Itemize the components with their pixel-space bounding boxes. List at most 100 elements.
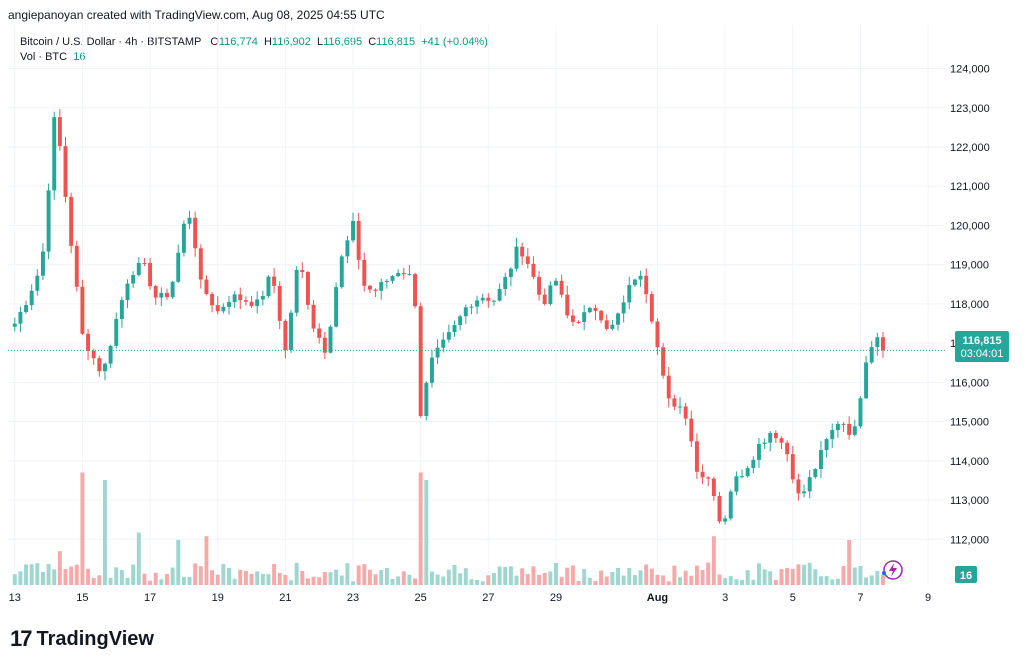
candle-body — [142, 263, 147, 265]
y-tick-label: 121,000 — [950, 181, 990, 193]
candle-body — [576, 321, 581, 323]
candle-body — [255, 299, 260, 307]
volume-badge-value: 16 — [960, 570, 972, 582]
volume-bar — [142, 573, 147, 585]
volume-bar — [69, 566, 74, 585]
volume-bar — [875, 570, 880, 585]
candle-body — [756, 443, 761, 460]
volume-label[interactable]: Vol · BTC — [20, 51, 68, 63]
volume-bar — [74, 564, 79, 585]
volume-bar — [452, 565, 457, 585]
x-tick-label: 13 — [9, 592, 21, 604]
candle-body — [649, 294, 654, 322]
volume-bar — [18, 571, 23, 585]
candle-body — [407, 274, 412, 276]
volume-bar — [413, 578, 418, 585]
candle-body — [125, 283, 130, 301]
candle-body — [847, 423, 852, 435]
candle-body — [277, 285, 282, 321]
volume-bar — [97, 575, 102, 585]
candle-body — [751, 459, 756, 469]
volume-bar — [525, 574, 530, 585]
volume-bar — [159, 579, 164, 585]
volume-bar — [706, 562, 711, 585]
candle-body — [181, 223, 186, 253]
candle-body — [525, 256, 530, 264]
candle-body — [418, 306, 423, 417]
price-badge-value: 116,815 — [962, 335, 1001, 347]
candle-body — [305, 272, 310, 305]
volume-bar — [458, 573, 463, 585]
y-tick-label: 112,000 — [950, 534, 989, 546]
volume-bar — [480, 581, 485, 585]
tradingview-logo[interactable]: 17 TradingView — [10, 626, 154, 652]
volume-bar — [198, 566, 203, 585]
candle-body — [351, 220, 356, 241]
volume-bar — [830, 579, 835, 585]
candle-body — [322, 337, 327, 353]
volume-bar — [170, 567, 175, 585]
time-axis[interactable]: 13 15 17 19 21 23 25 27 29 Aug 3 5 7 9 — [9, 592, 932, 604]
candle-body — [300, 269, 305, 273]
candle-body — [762, 442, 767, 444]
volume-bar — [249, 573, 254, 585]
candle-body — [694, 441, 699, 472]
volume-bar — [227, 567, 231, 585]
candle-body — [796, 479, 801, 494]
candle-body — [238, 294, 243, 301]
candle-body — [119, 300, 124, 320]
candle-body — [463, 307, 468, 317]
candle-body — [80, 286, 85, 334]
candle-body — [689, 418, 694, 442]
volume-bar — [802, 564, 807, 585]
volume-bar — [367, 569, 372, 585]
volume-bar — [835, 578, 840, 585]
candle-body — [40, 251, 45, 276]
volume-bar — [666, 581, 671, 585]
candle-body — [841, 423, 846, 425]
volume-bar — [841, 566, 846, 585]
candle-body — [249, 301, 254, 307]
candle-body — [734, 476, 739, 492]
volume-bar — [187, 576, 192, 585]
volume-bar — [362, 564, 367, 585]
volume-bar — [176, 540, 181, 585]
candle-body — [232, 294, 237, 303]
candle-body — [390, 276, 395, 281]
volume-bar — [610, 571, 615, 585]
x-tick-label: 7 — [857, 592, 863, 604]
price-axis[interactable]: 112,000113,000114,000115,000116,000117,0… — [950, 64, 990, 547]
candle-body — [215, 305, 220, 312]
candle-body — [632, 279, 637, 286]
flash-icon[interactable] — [882, 560, 903, 580]
volume-bar — [655, 574, 660, 585]
candle-body — [864, 362, 869, 399]
volume-bar — [621, 575, 626, 585]
volume-bar — [796, 564, 801, 585]
candle-body — [18, 312, 23, 324]
x-tick-label: 23 — [347, 592, 359, 604]
volume-bar — [435, 574, 440, 585]
candle-body — [131, 274, 136, 284]
volume-bar — [86, 568, 91, 585]
price-badge-countdown: 03:04:01 — [961, 348, 1004, 360]
symbol-label[interactable]: Bitcoin / U.S. Dollar · 4h · BITSTAMP — [20, 36, 202, 48]
candle-body — [475, 300, 480, 307]
candle-body — [114, 319, 119, 346]
volume-bar — [63, 569, 68, 585]
volume-bar — [756, 563, 761, 585]
candle-body — [221, 306, 226, 312]
x-tick-label: 25 — [415, 592, 427, 604]
candle-body — [165, 292, 169, 298]
volume-bar — [717, 574, 722, 585]
y-tick-label: 123,000 — [950, 103, 990, 115]
volume-bar — [627, 568, 632, 585]
candle-body — [616, 313, 620, 325]
volume-bar — [294, 562, 299, 585]
candle-body — [469, 306, 474, 308]
volume-bar — [24, 564, 29, 585]
volume-bar — [565, 567, 570, 585]
volume-bar — [125, 577, 130, 585]
candle-body — [193, 217, 198, 249]
